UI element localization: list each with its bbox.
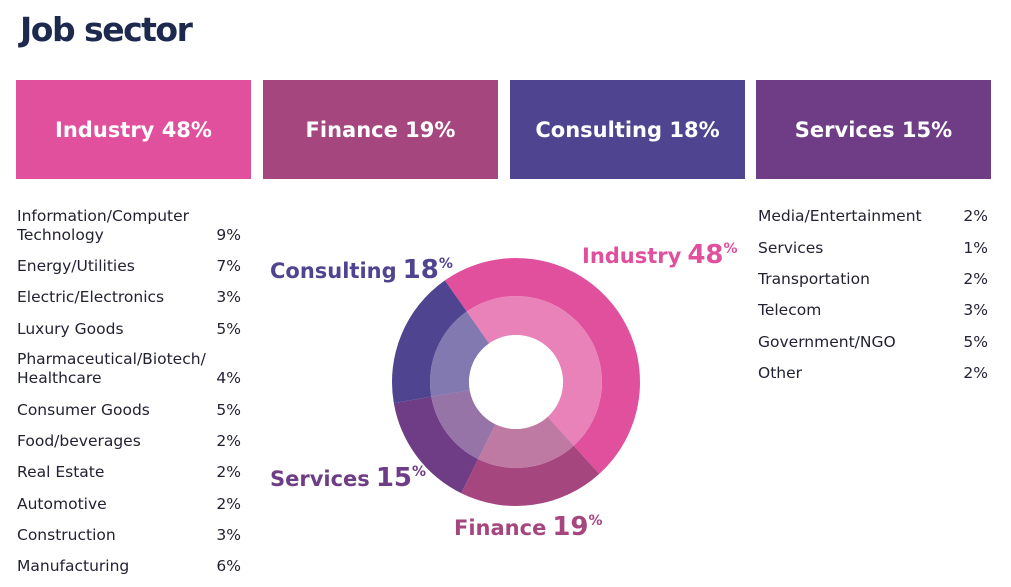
donut-slice-highlight-industry (466, 296, 602, 446)
list-item-percent: 9% (216, 226, 241, 244)
list-item-name: Electric/Electronics (17, 288, 165, 306)
category-label: Consulting (535, 117, 663, 142)
category-box-industry: Industry 48% (16, 80, 251, 179)
donut-slice-highlight-services (431, 389, 496, 460)
list-item-percent: 3% (963, 301, 988, 319)
list-item-name: Automotive (17, 495, 107, 513)
list-item-name: Consumer Goods (17, 401, 150, 419)
list-item-name: Construction (17, 526, 116, 544)
list-item-percent: 7% (216, 257, 241, 275)
donut-slice-consulting (392, 280, 467, 404)
donut-label-consulting: Consulting 18% (270, 255, 453, 285)
donut-hole (469, 335, 563, 429)
category-box-consulting: Consulting 18% (510, 80, 745, 179)
list-item-name: Manufacturing (17, 557, 130, 575)
industry-breakdown-list: Information/Computer Technology 9% Energ… (17, 0, 241, 587)
list-item-name: Real Estate (17, 463, 105, 481)
list-item-name: Media/Entertainment (758, 207, 922, 225)
list-item-name: Luxury Goods (17, 320, 124, 338)
list-item-name: Transportation (758, 270, 870, 288)
category-box-finance: Finance 19% (263, 80, 498, 179)
list-item-percent: 5% (963, 333, 988, 351)
donut-slice-inner-finance (478, 416, 574, 468)
list-item-name: Information/Computer Technology (17, 207, 189, 244)
donut-slice-inner-consulting (430, 311, 490, 397)
category-box-services: Services 15% (756, 80, 991, 179)
donut-chart: Consulting 18% Industry 48% Services 15% Fi… (270, 240, 738, 542)
list-item-percent: 3% (216, 526, 241, 544)
category-label: Industry (55, 117, 155, 142)
list-item-percent: 5% (216, 401, 241, 419)
other-sectors-list: Media/Entertainment 2% Services 1% Trans… (758, 0, 988, 587)
donut-slice-services (393, 396, 479, 494)
category-percent: 19% (405, 117, 456, 142)
list-item-name: Other (758, 364, 803, 382)
donut-slice-highlight-finance (478, 416, 574, 468)
list-item-name: Pharmaceutical/Biotech/ Healthcare (17, 350, 206, 387)
donut-label-finance: Finance 19% (454, 512, 603, 542)
category-label: Services (794, 117, 895, 142)
list-item-name: Government/NGO (758, 333, 896, 351)
list-item-name: Telecom (758, 301, 822, 319)
list-item-name: Energy/Utilities (17, 257, 135, 275)
list-item-percent: 5% (216, 320, 241, 338)
donut-slice-inner-industry (466, 296, 602, 446)
category-percent: 15% (901, 117, 953, 142)
list-item-percent: 2% (963, 207, 988, 225)
donut-slice-industry (444, 257, 641, 474)
category-percent: 18% (669, 117, 720, 142)
list-item-percent: 3% (216, 288, 241, 306)
list-item-percent: 2% (963, 270, 988, 288)
category-percent: 48% (161, 117, 212, 142)
list-item-percent: 6% (216, 557, 241, 575)
list-item-percent: 2% (216, 432, 241, 450)
list-item-percent: 1% (963, 239, 988, 257)
list-item-name: Services (758, 239, 824, 257)
list-item-percent: 2% (216, 463, 241, 481)
category-label: Finance (305, 117, 398, 142)
donut-slices (392, 257, 641, 506)
donut-slice-finance (461, 445, 600, 506)
list-item-percent: 2% (963, 364, 988, 382)
donut-slice-highlight-consulting (430, 311, 490, 397)
donut-label-industry: Industry 48% (582, 240, 738, 270)
list-item-percent: 4% (216, 369, 241, 387)
list-item-percent: 2% (216, 495, 241, 513)
donut-label-services: Services 15% (270, 463, 426, 493)
list-item-name: Food/beverages (17, 432, 141, 450)
page-title: Job sector (20, 10, 193, 49)
donut-slice-inner-services (431, 389, 496, 460)
